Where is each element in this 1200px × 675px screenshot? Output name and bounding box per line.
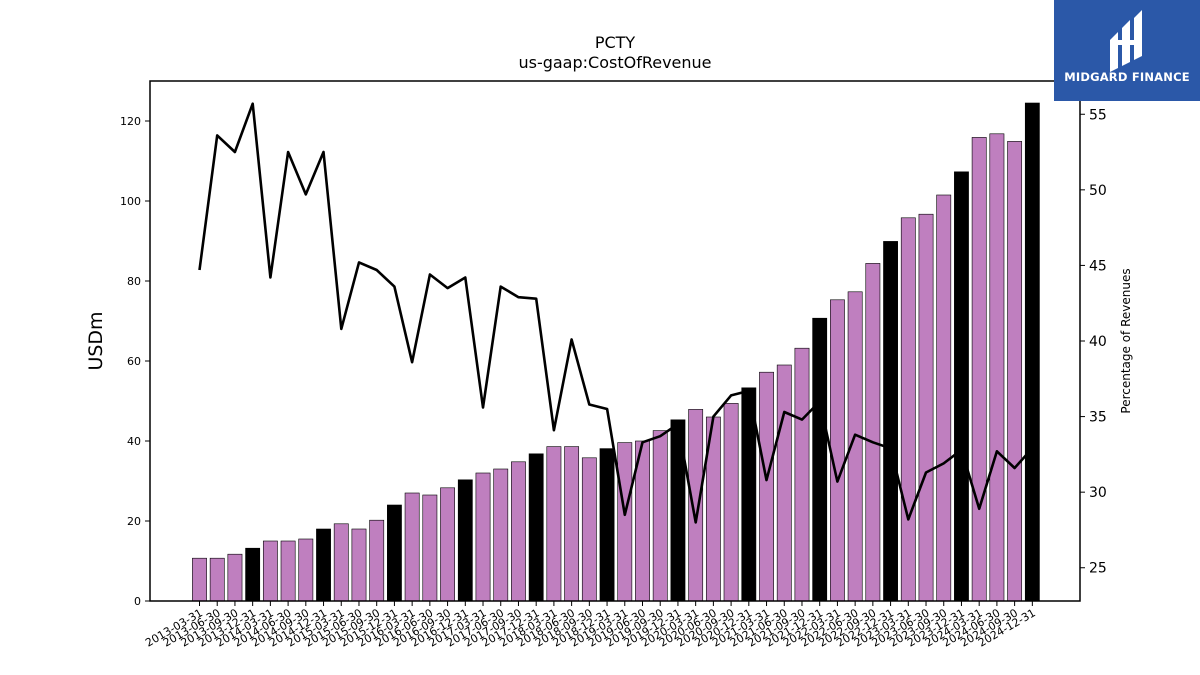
y2-tick-label: 45: [1089, 258, 1107, 274]
bar-2021-09-30: [794, 347, 810, 602]
y-tick-label: 0: [134, 595, 141, 608]
bar-2023-09-30: [936, 194, 952, 602]
chart-subtitle: us-gaap:CostOfRevenue: [518, 53, 711, 72]
y2-tick-label: 50: [1089, 183, 1107, 199]
bar-2014-06-30: [280, 540, 296, 602]
bar-2017-12-31: [528, 453, 544, 602]
bar-2015-03-31: [333, 523, 349, 602]
bar-2016-09-30: [440, 487, 455, 602]
bar-2023-06-30: [918, 213, 934, 602]
bar-2019-03-31: [617, 442, 633, 602]
bar-2018-09-30: [581, 457, 597, 602]
bar-2017-09-30: [511, 461, 526, 602]
y2-tick-label: 35: [1089, 410, 1107, 426]
y-tick-label: 20: [127, 515, 141, 528]
y-tick-label: 60: [127, 355, 141, 368]
bar-2021-03-31: [759, 371, 774, 602]
bar-2021-06-30: [776, 364, 792, 602]
y2-tick-label: 25: [1089, 561, 1107, 577]
bar-2016-03-31: [404, 492, 420, 602]
bar-2018-12-31: [599, 448, 615, 602]
bar-2020-03-31: [688, 409, 704, 602]
logo-mark-icon: [1110, 10, 1142, 72]
bar-2015-06-30: [351, 528, 367, 602]
bar-2016-06-30: [422, 494, 438, 602]
bar-2018-06-30: [564, 446, 580, 602]
bar-2019-09-30: [652, 430, 668, 602]
bar-2015-12-31: [387, 504, 402, 602]
y-tick-label: 40: [127, 435, 141, 448]
y-axis-label: USDm: [85, 311, 107, 370]
y2-axis-label: Percentage of Revenues: [1119, 268, 1133, 413]
bar-2017-06-30: [493, 468, 509, 602]
logo-text: MIDGARD FINANCE: [1064, 70, 1190, 84]
bar-2022-03-31: [830, 299, 845, 602]
bar-2018-03-31: [546, 446, 562, 602]
bar-2014-12-31: [316, 528, 331, 602]
bar-2021-12-31: [812, 317, 828, 602]
bar-2014-09-30: [298, 538, 314, 602]
y2-tick-label: 30: [1089, 485, 1107, 501]
bar-2023-12-31: [954, 171, 969, 602]
bar-2022-09-30: [865, 263, 881, 602]
bar-2024-03-31: [971, 137, 987, 602]
y2-tick-label: 55: [1089, 107, 1107, 123]
midgard-finance-logo: MIDGARD FINANCE: [1054, 0, 1200, 101]
bar-2020-09-30: [723, 403, 739, 602]
bar-2024-06-30: [989, 133, 1005, 602]
bar-2013-06-30: [209, 557, 225, 602]
y-tick-label: 100: [120, 195, 141, 208]
y-tick-label: 120: [120, 115, 141, 128]
bar-2024-09-30: [1007, 141, 1023, 602]
chart-title: PCTY: [595, 33, 636, 52]
bar-2024-12-31: [1024, 102, 1040, 602]
bar-2015-09-30: [369, 519, 385, 602]
percentage-line: [198, 102, 1034, 524]
bar-2014-03-31: [262, 540, 278, 602]
bar-2022-12-31: [883, 241, 898, 602]
bar-2016-12-31: [457, 479, 473, 602]
bar-2023-03-31: [900, 217, 916, 602]
bar-2017-03-31: [475, 472, 491, 602]
bar-2013-09-30: [227, 553, 243, 602]
y2-tick-label: 40: [1089, 334, 1107, 350]
bar-2013-12-31: [245, 547, 261, 602]
bar-2013-03-31: [192, 557, 207, 602]
y-tick-label: 80: [127, 275, 141, 288]
